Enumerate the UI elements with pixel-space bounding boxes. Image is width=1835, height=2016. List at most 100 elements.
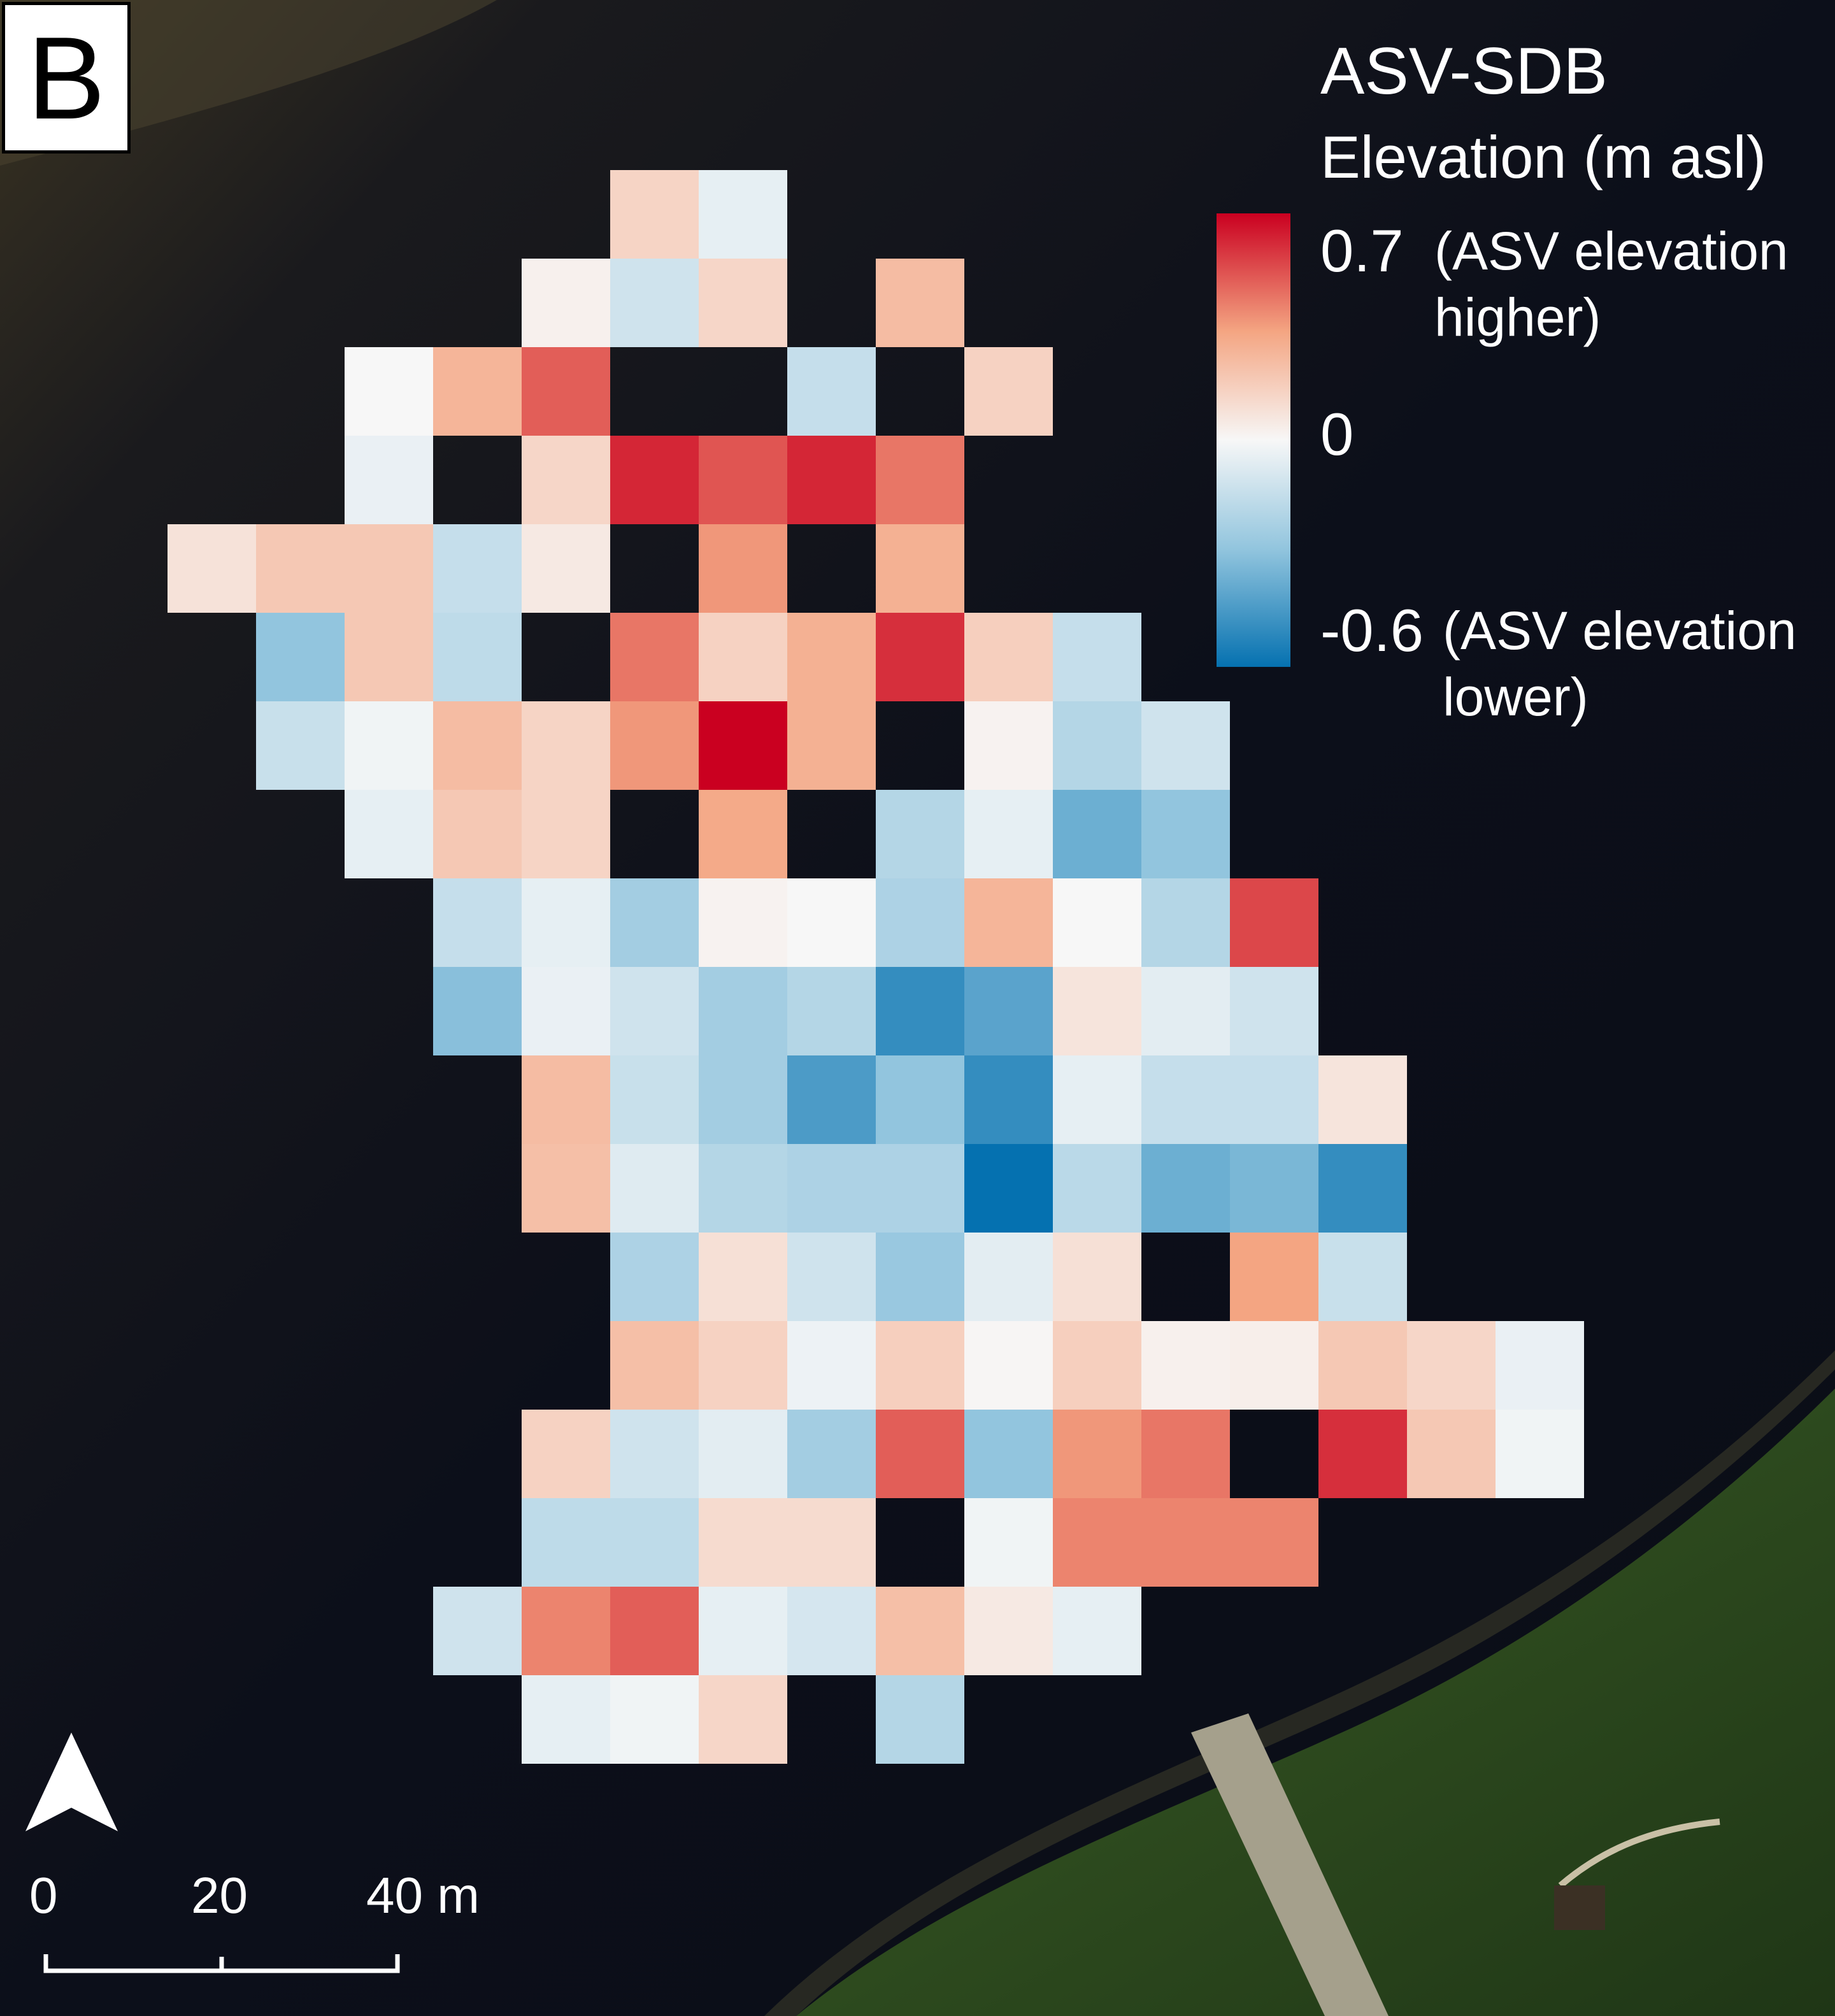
grid-cell [433,967,522,1055]
grid-cell [433,701,522,790]
grid-cell [876,967,964,1055]
grid-cell [876,1587,964,1675]
grid-cell [964,790,1053,878]
grid-cell [1318,1233,1407,1321]
scale-label-0: 0 [29,1867,58,1924]
grid-cell [1141,1498,1230,1587]
grid-cell [787,967,876,1055]
grid-cell [876,436,964,524]
grid-cell [876,613,964,701]
grid-cell [256,613,345,701]
scale-bar [43,1954,400,1973]
grid-cell [876,1233,964,1321]
grid-cell [522,878,610,967]
legend-min-note-2: lower) [1443,667,1589,727]
grid-cell [1141,1321,1230,1410]
grid-cell [876,1321,964,1410]
grid-cell [522,436,610,524]
grid-cell [964,967,1053,1055]
grid-cell [345,436,433,524]
grid-cell [787,1144,876,1233]
grid-cell [610,967,699,1055]
grid-cell [787,1055,876,1144]
grid-cell [699,701,787,790]
legend-max-note-1: (ASV elevation [1434,221,1789,281]
grid-cell [787,1410,876,1498]
grid-cell [699,524,787,613]
grid-cell [433,347,522,436]
grid-cell [964,1410,1053,1498]
grid-cell [699,1055,787,1144]
grid-cell [876,524,964,613]
grid-cell [1053,1144,1141,1233]
grid-cell [610,613,699,701]
grid-cell [876,1675,964,1764]
grid-cell [1141,1144,1230,1233]
grid-cell [699,1587,787,1675]
grid-cell [1141,878,1230,967]
grid-cell [1053,790,1141,878]
grid-cell [964,613,1053,701]
grid-cell [787,613,876,701]
grid-cell [1407,1410,1496,1498]
shoreline-land [796,1389,1835,2016]
grid-cell [964,1055,1053,1144]
legend-subtitle: Elevation (m asl) [1320,124,1766,190]
grid-cell [610,170,699,259]
grid-cell [1318,1321,1407,1410]
grid-cell [610,1144,699,1233]
grid-cell [787,1587,876,1675]
grid-cell [1053,1498,1141,1587]
legend-min-note-1: (ASV elevation [1443,601,1797,661]
grid-cell [522,1144,610,1233]
legend-min-value: -0.6 [1320,597,1424,664]
grid-cell [1053,967,1141,1055]
grid-cell [522,967,610,1055]
grid-cell [787,878,876,967]
grid-cell [699,436,787,524]
grid-cell [610,1055,699,1144]
grid-cell [699,1675,787,1764]
grid-cell [1230,1233,1318,1321]
grid-cell [1230,1055,1318,1144]
grid-cell [610,1498,699,1587]
grid-cell [433,524,522,613]
grid-cell [256,701,345,790]
grid-cell [610,259,699,347]
grid-cell [787,1498,876,1587]
grid-cell [699,967,787,1055]
grid-cell [1318,1055,1407,1144]
grid-cell [345,790,433,878]
grid-cell [1318,1144,1407,1233]
grid-cell [522,1410,610,1498]
legend-max-note-2: higher) [1434,287,1601,347]
grid-cell [1053,1055,1141,1144]
grid-cell [345,613,433,701]
grid-cell [1230,967,1318,1055]
grid-cell [1141,1055,1230,1144]
grid-cell [1053,878,1141,967]
grid-cell [522,1587,610,1675]
grid-cell [1230,1321,1318,1410]
grid-cell [787,436,876,524]
grid-cell [610,1410,699,1498]
grid-cell [522,1675,610,1764]
grid-cell [433,878,522,967]
grid-cell [964,1321,1053,1410]
grid-cell [964,1587,1053,1675]
north-arrow-icon [25,1733,118,1831]
grid-cell [876,878,964,967]
grid-cell [1141,701,1230,790]
grid-cell [433,613,522,701]
grid-cell [610,1233,699,1321]
legend-mid-value: 0 [1320,401,1354,468]
grid-cell [699,790,787,878]
grid-cell [610,436,699,524]
grid-cell [345,701,433,790]
grid-cell [433,1587,522,1675]
grid-cell [345,347,433,436]
legend-colorbar [1217,213,1290,667]
building [1554,1885,1605,1930]
grid-cell [964,701,1053,790]
